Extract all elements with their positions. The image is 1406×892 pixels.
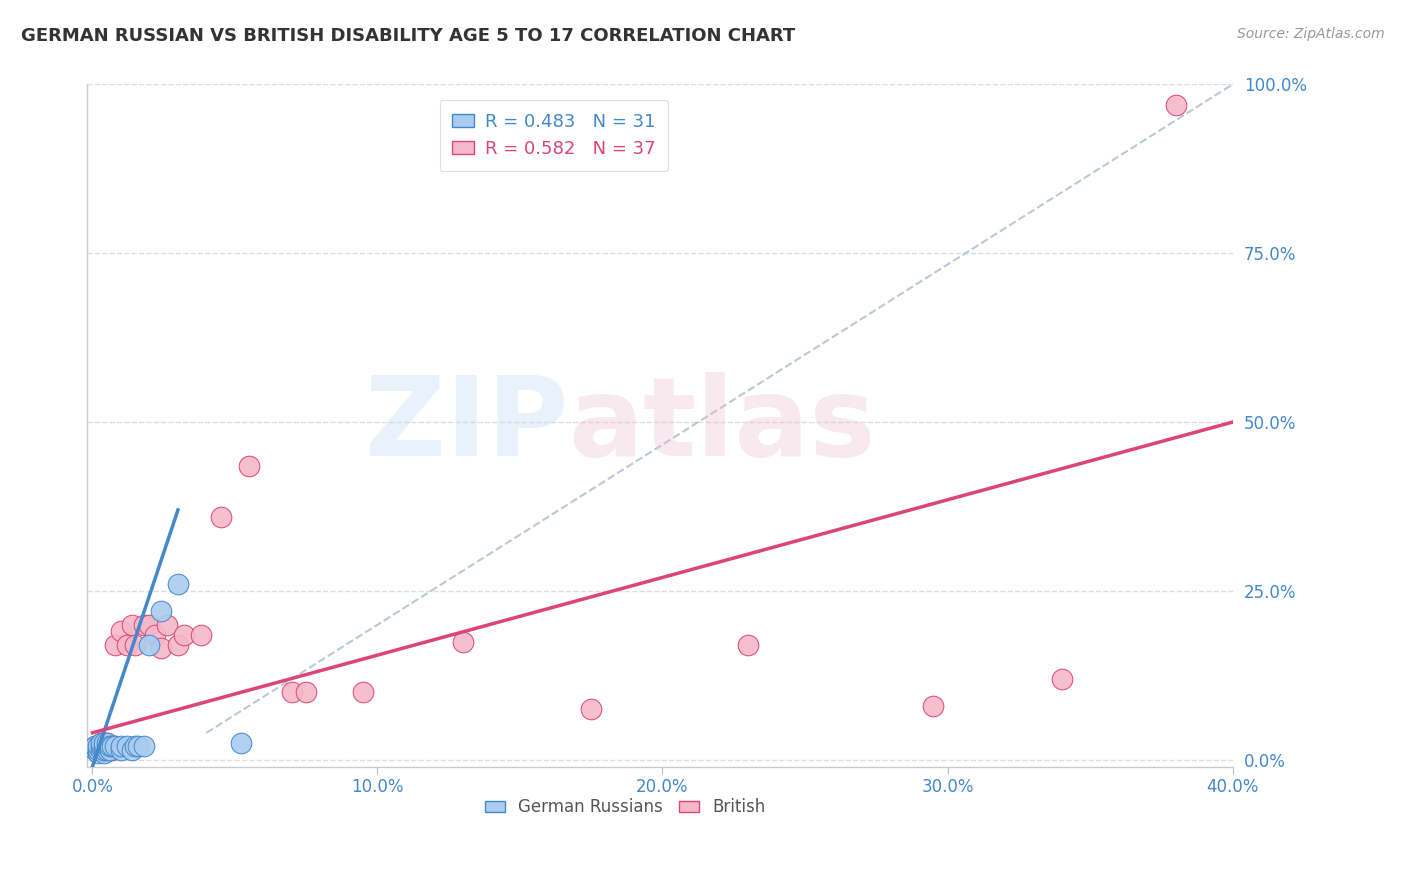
Point	[90, 739, 112, 754]
Point	[149, 604, 172, 618]
Point	[98, 739, 121, 754]
Point	[96, 736, 118, 750]
Point	[1164, 97, 1187, 112]
Point	[110, 742, 132, 756]
Point	[121, 742, 143, 756]
Point	[96, 739, 118, 754]
Point	[229, 736, 252, 750]
Point	[87, 746, 110, 760]
Point	[581, 702, 603, 716]
Point	[281, 685, 304, 699]
Point	[110, 739, 132, 754]
Point	[115, 638, 138, 652]
Point	[104, 739, 127, 754]
Point	[84, 739, 107, 754]
Point	[87, 739, 110, 754]
Point	[167, 577, 190, 591]
Point	[124, 739, 146, 754]
Point	[90, 739, 112, 754]
Point	[93, 736, 115, 750]
Point	[209, 509, 232, 524]
Point	[90, 736, 112, 750]
Point	[96, 742, 118, 756]
Point	[93, 739, 115, 754]
Point	[104, 638, 127, 652]
Point	[110, 624, 132, 639]
Point	[1050, 672, 1073, 686]
Point	[87, 739, 110, 754]
Point	[84, 739, 107, 754]
Point	[98, 742, 121, 756]
Point	[87, 742, 110, 756]
Point	[84, 742, 107, 756]
Point	[132, 617, 155, 632]
Point	[115, 739, 138, 754]
Legend: German Russians, British: German Russians, British	[478, 792, 773, 823]
Point	[104, 739, 127, 754]
Point	[132, 739, 155, 754]
Point	[90, 742, 112, 756]
Point	[143, 628, 166, 642]
Point	[101, 739, 124, 754]
Point	[451, 634, 474, 648]
Text: ZIP: ZIP	[364, 372, 568, 479]
Point	[238, 458, 260, 473]
Point	[167, 638, 190, 652]
Point	[101, 739, 124, 754]
Text: atlas: atlas	[568, 372, 876, 479]
Point	[352, 685, 374, 699]
Point	[149, 641, 172, 656]
Point	[93, 746, 115, 760]
Point	[121, 617, 143, 632]
Point	[127, 739, 149, 754]
Point	[922, 698, 945, 713]
Point	[523, 112, 546, 126]
Point	[155, 617, 177, 632]
Point	[93, 739, 115, 754]
Point	[190, 628, 212, 642]
Point	[93, 742, 115, 756]
Point	[138, 617, 160, 632]
Text: GERMAN RUSSIAN VS BRITISH DISABILITY AGE 5 TO 17 CORRELATION CHART: GERMAN RUSSIAN VS BRITISH DISABILITY AGE…	[21, 27, 796, 45]
Point	[98, 739, 121, 754]
Point	[737, 638, 759, 652]
Point	[87, 742, 110, 756]
Point	[96, 739, 118, 754]
Point	[295, 685, 318, 699]
Point	[138, 638, 160, 652]
Point	[124, 638, 146, 652]
Point	[173, 628, 195, 642]
Point	[96, 736, 118, 750]
Point	[90, 736, 112, 750]
Point	[101, 742, 124, 756]
Point	[93, 736, 115, 750]
Text: Source: ZipAtlas.com: Source: ZipAtlas.com	[1237, 27, 1385, 41]
